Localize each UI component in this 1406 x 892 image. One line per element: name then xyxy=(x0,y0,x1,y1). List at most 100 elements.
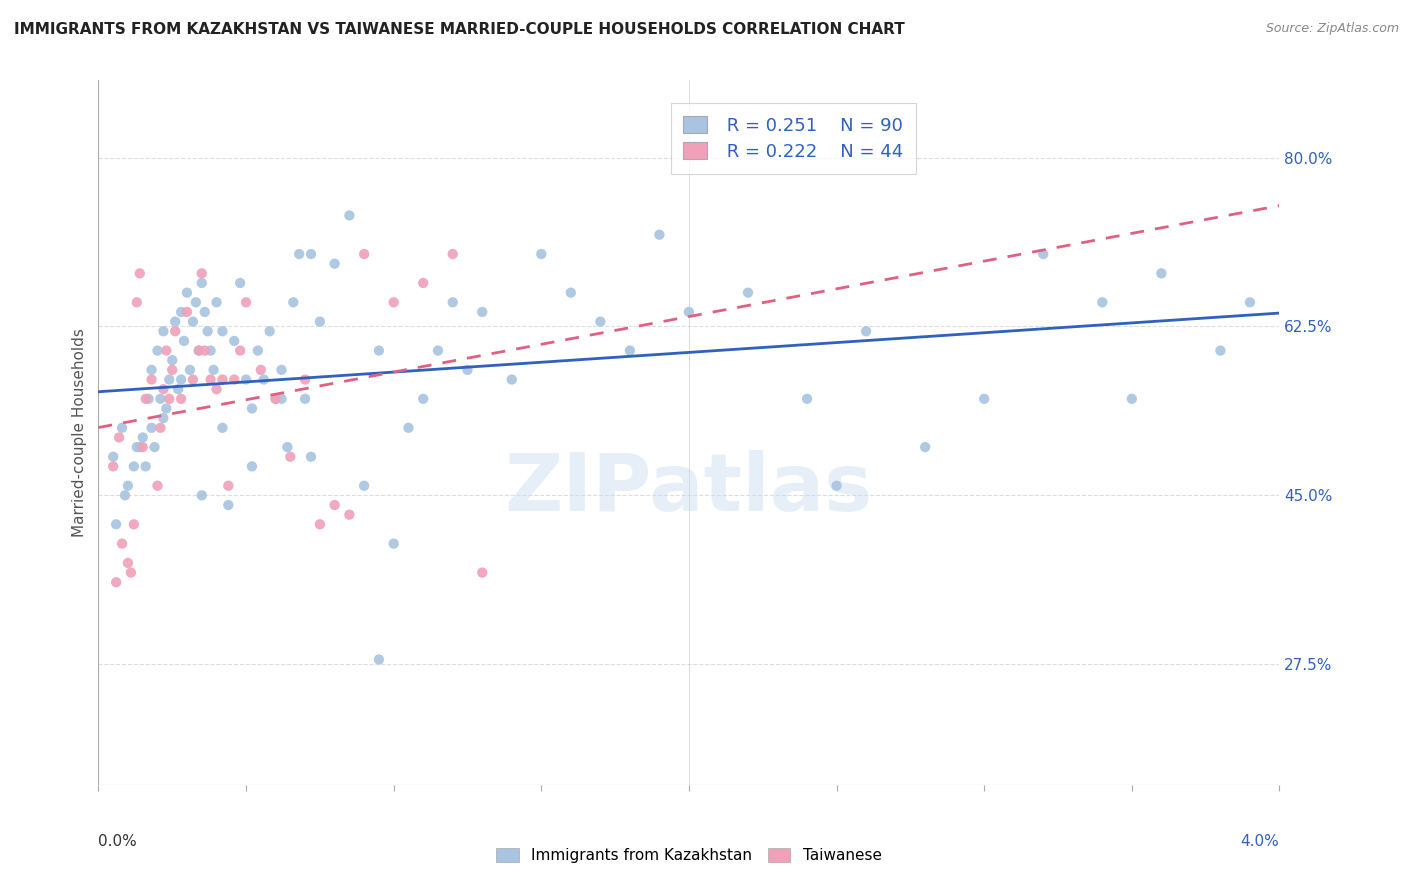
Point xyxy=(1091,295,1114,310)
Point xyxy=(157,372,180,386)
Point xyxy=(264,392,287,406)
Point xyxy=(141,372,163,386)
Point xyxy=(103,450,125,464)
Point xyxy=(128,440,150,454)
Point xyxy=(181,372,204,386)
Point xyxy=(224,334,246,348)
Point xyxy=(152,382,174,396)
Point xyxy=(205,382,228,396)
Point xyxy=(276,440,298,454)
Point xyxy=(179,363,201,377)
Point xyxy=(187,343,209,358)
Point xyxy=(155,343,177,358)
Point xyxy=(678,305,700,319)
Point xyxy=(176,305,198,319)
Point xyxy=(128,266,150,280)
Point xyxy=(270,363,292,377)
Point xyxy=(181,315,204,329)
Point xyxy=(648,227,671,242)
Point xyxy=(111,421,134,435)
Point xyxy=(103,459,125,474)
Point xyxy=(339,508,361,522)
Point xyxy=(1209,343,1232,358)
Point xyxy=(589,315,612,329)
Point xyxy=(152,411,174,425)
Point xyxy=(398,421,420,435)
Point xyxy=(1121,392,1143,406)
Point xyxy=(270,392,292,406)
Point xyxy=(105,575,128,590)
Point xyxy=(122,459,145,474)
Point xyxy=(125,440,148,454)
Point xyxy=(111,536,134,550)
Point xyxy=(412,392,434,406)
Point xyxy=(155,401,177,416)
Point xyxy=(283,295,305,310)
Point xyxy=(173,334,195,348)
Point xyxy=(229,276,252,290)
Point xyxy=(194,343,217,358)
Point xyxy=(412,276,434,290)
Point xyxy=(167,382,190,396)
Point xyxy=(170,305,193,319)
Point xyxy=(855,324,877,338)
Point xyxy=(170,392,193,406)
Point xyxy=(117,556,139,570)
Point xyxy=(280,450,302,464)
Point xyxy=(157,392,180,406)
Point xyxy=(132,430,155,444)
Point xyxy=(353,247,375,261)
Point xyxy=(737,285,759,300)
Point xyxy=(339,209,361,223)
Point xyxy=(114,488,136,502)
Point xyxy=(211,372,233,386)
Point xyxy=(132,440,155,454)
Point xyxy=(294,392,316,406)
Point xyxy=(1239,295,1261,310)
Point xyxy=(427,343,450,358)
Point xyxy=(253,372,276,386)
Point xyxy=(205,295,228,310)
Point xyxy=(211,324,233,338)
Point xyxy=(368,343,391,358)
Point xyxy=(141,363,163,377)
Point xyxy=(152,324,174,338)
Point xyxy=(197,324,219,338)
Point xyxy=(250,363,273,377)
Point xyxy=(457,363,479,377)
Point xyxy=(441,295,464,310)
Point xyxy=(194,305,217,319)
Point xyxy=(165,324,187,338)
Point xyxy=(264,392,287,406)
Point xyxy=(973,392,995,406)
Point xyxy=(138,392,160,406)
Point xyxy=(200,343,222,358)
Point xyxy=(288,247,311,261)
Point xyxy=(191,276,214,290)
Point xyxy=(191,266,214,280)
Point xyxy=(309,315,332,329)
Y-axis label: Married-couple Households: Married-couple Households xyxy=(72,328,87,537)
Point xyxy=(914,440,936,454)
Point xyxy=(211,421,233,435)
Point xyxy=(120,566,142,580)
Point xyxy=(200,372,222,386)
Point xyxy=(146,479,169,493)
Point xyxy=(135,392,157,406)
Point xyxy=(309,517,332,532)
Point xyxy=(560,285,582,300)
Point xyxy=(323,257,346,271)
Text: ZIPatlas: ZIPatlas xyxy=(505,450,873,528)
Point xyxy=(184,295,207,310)
Point xyxy=(202,363,225,377)
Point xyxy=(530,247,553,261)
Point xyxy=(108,430,131,444)
Point xyxy=(141,421,163,435)
Point xyxy=(117,479,139,493)
Point xyxy=(368,652,391,666)
Point xyxy=(125,295,148,310)
Point xyxy=(382,295,405,310)
Point xyxy=(235,372,257,386)
Point xyxy=(382,536,405,550)
Text: Source: ZipAtlas.com: Source: ZipAtlas.com xyxy=(1265,22,1399,36)
